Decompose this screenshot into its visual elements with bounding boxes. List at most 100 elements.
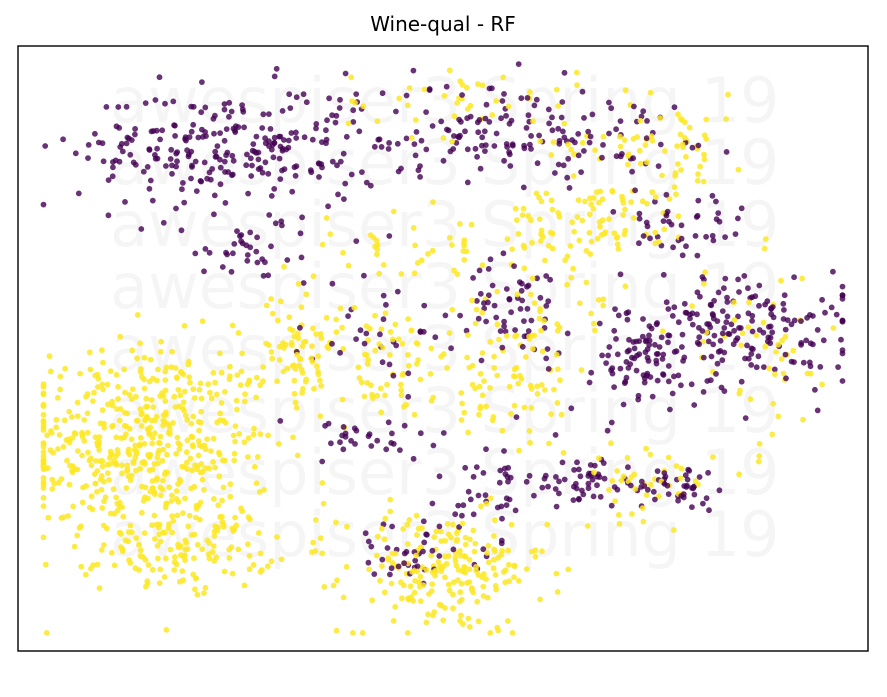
data-point xyxy=(451,267,457,274)
data-point xyxy=(410,67,417,74)
data-point xyxy=(246,379,253,385)
data-point xyxy=(80,484,86,491)
data-point xyxy=(648,325,655,332)
data-point xyxy=(462,464,469,471)
data-point xyxy=(85,449,91,456)
data-point xyxy=(146,147,153,153)
data-point xyxy=(490,565,497,572)
data-point xyxy=(654,468,661,474)
data-point xyxy=(578,367,585,373)
data-point xyxy=(752,293,759,300)
data-point xyxy=(379,90,386,97)
data-point xyxy=(333,112,340,119)
data-point xyxy=(722,275,729,282)
data-point xyxy=(390,441,397,447)
data-point xyxy=(738,205,745,212)
data-point xyxy=(99,381,106,388)
data-point xyxy=(155,555,161,562)
data-point xyxy=(781,292,788,299)
data-point xyxy=(100,158,107,165)
data-point xyxy=(716,218,723,225)
data-point xyxy=(419,564,426,571)
data-point xyxy=(361,393,368,400)
data-point xyxy=(520,205,527,212)
data-point xyxy=(522,354,529,360)
data-point xyxy=(40,383,47,390)
data-point xyxy=(147,451,154,458)
data-point xyxy=(443,561,450,567)
data-point xyxy=(550,139,557,146)
data-point xyxy=(634,134,641,140)
data-point xyxy=(678,235,685,242)
data-point xyxy=(139,483,145,490)
data-point xyxy=(165,442,171,449)
data-point xyxy=(56,432,63,438)
data-point xyxy=(198,178,205,185)
data-point xyxy=(217,164,224,171)
data-point xyxy=(495,555,501,561)
data-point xyxy=(621,231,628,238)
data-point xyxy=(483,446,489,453)
data-point xyxy=(77,370,83,377)
data-point xyxy=(610,208,617,215)
data-point xyxy=(606,216,612,223)
data-point xyxy=(601,475,608,482)
data-point xyxy=(401,422,408,429)
data-point xyxy=(387,329,394,335)
data-point xyxy=(293,129,299,136)
data-point xyxy=(411,411,418,418)
data-point xyxy=(355,364,362,371)
data-point xyxy=(500,74,507,81)
data-point xyxy=(432,567,439,574)
data-point xyxy=(421,539,428,546)
data-point xyxy=(141,354,148,361)
data-point xyxy=(552,432,559,438)
data-point xyxy=(745,324,752,331)
data-point xyxy=(79,434,86,440)
data-point xyxy=(254,454,261,460)
data-point xyxy=(632,187,638,194)
data-point xyxy=(571,151,578,158)
data-point xyxy=(171,393,178,400)
data-point xyxy=(724,313,731,320)
data-point xyxy=(660,271,667,278)
data-point xyxy=(174,158,180,165)
data-point xyxy=(401,550,408,557)
data-point xyxy=(587,251,594,257)
data-point xyxy=(745,355,752,362)
data-point xyxy=(518,287,525,294)
data-point xyxy=(188,420,195,427)
data-point xyxy=(399,372,406,378)
data-point xyxy=(462,553,469,560)
data-point xyxy=(830,325,837,331)
data-point xyxy=(735,276,741,283)
data-point xyxy=(40,453,47,460)
data-point xyxy=(429,547,436,554)
data-point xyxy=(62,365,68,372)
data-point xyxy=(181,199,188,206)
data-point xyxy=(184,459,190,466)
data-point xyxy=(299,390,305,396)
data-point xyxy=(596,199,602,206)
data-point xyxy=(545,298,552,305)
data-point xyxy=(453,562,460,569)
data-point xyxy=(149,566,156,573)
data-point xyxy=(548,197,555,204)
data-point xyxy=(473,306,480,313)
data-point xyxy=(263,302,270,309)
data-point xyxy=(736,289,742,295)
data-point xyxy=(679,252,686,259)
data-point xyxy=(99,458,106,464)
data-point xyxy=(137,369,144,375)
data-point xyxy=(476,267,483,274)
data-point xyxy=(466,364,473,371)
data-point xyxy=(631,345,638,352)
data-point xyxy=(591,469,597,476)
data-point xyxy=(413,512,420,519)
data-point xyxy=(820,337,827,344)
data-point xyxy=(138,410,145,416)
data-point xyxy=(504,473,511,480)
data-point xyxy=(161,574,168,580)
data-point xyxy=(146,467,153,474)
data-point xyxy=(198,408,205,415)
